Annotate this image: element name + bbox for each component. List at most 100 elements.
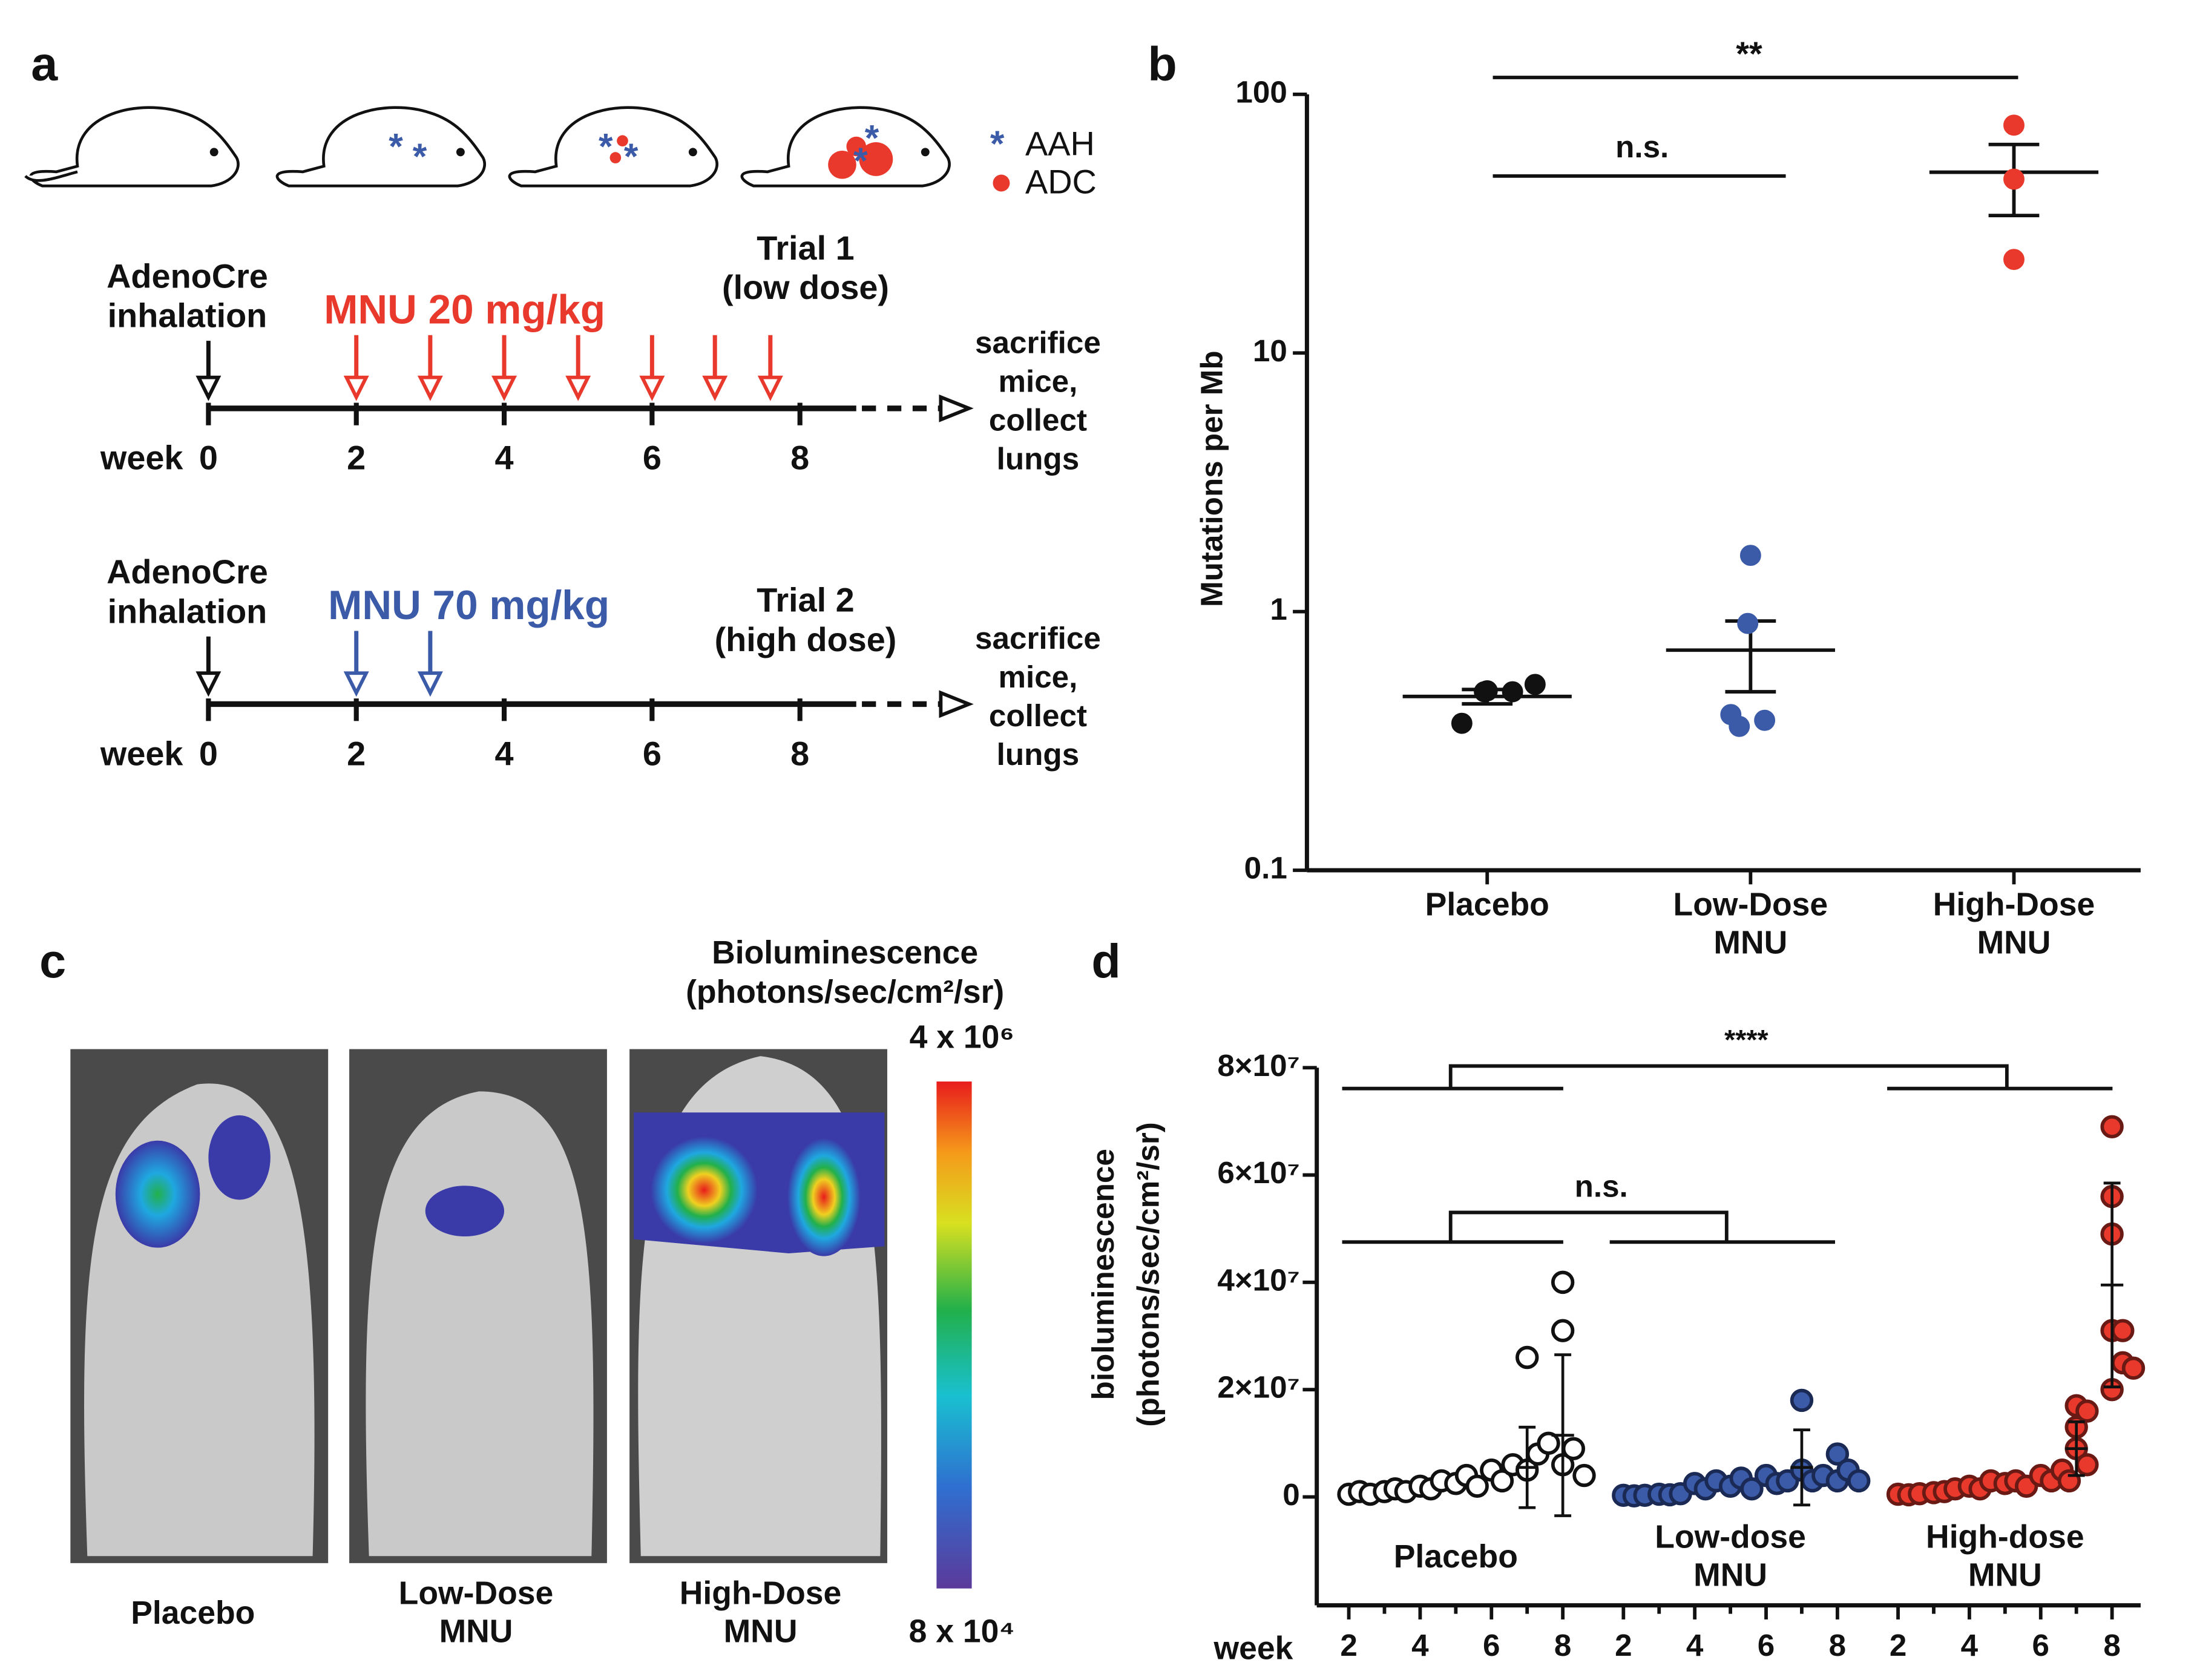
legend-label: AAH	[1025, 125, 1095, 163]
data-point	[1739, 545, 1761, 566]
x-tick-label: 2	[1615, 1628, 1632, 1662]
week-tick-label: 0	[199, 734, 218, 772]
data-point	[1502, 681, 1523, 703]
data-point	[2075, 1399, 2099, 1423]
timeline-head	[939, 690, 974, 718]
x-tick-label: 6	[1483, 1628, 1500, 1662]
data-point	[1490, 1469, 1514, 1493]
significance-label: ****	[1724, 1024, 1768, 1055]
week-label: week	[100, 734, 184, 772]
x-tick-label: MNU	[1713, 925, 1787, 960]
injection-arrow-head	[639, 375, 665, 401]
data-point	[1551, 1319, 1575, 1342]
scale-title: (photons/sec/cm²/sr)	[686, 974, 1004, 1010]
trial-title: Trial 1	[757, 229, 854, 267]
week-tick-label: 2	[347, 734, 366, 772]
injection-arrow-head	[417, 375, 443, 401]
end-label: lungs	[997, 442, 1080, 476]
data-point	[1551, 1270, 1575, 1294]
image-label: High-Dose	[680, 1576, 842, 1612]
group-label: Low-dose	[1655, 1519, 1806, 1555]
group-label: High-dose	[1926, 1519, 2084, 1555]
group-label: MNU	[1693, 1557, 1767, 1593]
x-tick-label: High-Dose	[1933, 887, 2095, 923]
trial-title: (high dose)	[715, 620, 897, 658]
x-tick-label: 2	[1340, 1628, 1357, 1662]
start-label: AdenoCre	[107, 553, 268, 591]
signal	[787, 1138, 861, 1256]
data-point	[2003, 249, 2025, 271]
data-point	[1847, 1469, 1871, 1493]
y-tick-label: 2×10⁷	[1217, 1370, 1299, 1405]
data-point	[1740, 1477, 1764, 1501]
panel-label: a	[31, 37, 58, 91]
legend-aah-mark: *	[990, 123, 1005, 164]
y-axis-title: Mutations per Mb	[1194, 350, 1229, 607]
trial-title: Trial 2	[757, 581, 854, 619]
end-label: sacrifice	[975, 326, 1101, 360]
group-label: MNU	[1968, 1557, 2042, 1593]
injection-arrow-head	[417, 671, 443, 697]
image-label: Low-Dose	[399, 1576, 554, 1612]
dose-label: MNU 70 mg/kg	[328, 583, 609, 628]
data-point	[1572, 1463, 1596, 1488]
signal	[425, 1186, 505, 1237]
data-point	[2075, 1453, 2099, 1477]
x-tick-label: 4	[1961, 1628, 1979, 1662]
aah-mark: *	[865, 117, 879, 159]
week-tick-label: 2	[347, 439, 366, 477]
significance-label: **	[1736, 34, 1762, 73]
y-tick-label: 100	[1235, 74, 1287, 109]
data-point	[2003, 168, 2025, 190]
image-label: MNU	[724, 1613, 798, 1649]
data-point	[2100, 1115, 2124, 1138]
x-tick-label: 6	[2032, 1628, 2049, 1662]
legend-label: ADC	[1025, 163, 1097, 201]
x-tick-label: 8	[1829, 1628, 1846, 1662]
injection-arrow-head	[702, 375, 728, 401]
y-axis-title: (photons/sec/cm²/sr)	[1131, 1122, 1166, 1426]
mouse	[508, 106, 718, 188]
trial-title: (low dose)	[722, 268, 889, 306]
adc-mark	[846, 136, 867, 157]
end-label: mice,	[998, 364, 1077, 399]
week-tick-label: 8	[790, 734, 809, 772]
x-tick-label: Low-Dose	[1673, 887, 1828, 923]
start-label: inhalation	[108, 297, 268, 335]
y-tick-label: 6×10⁷	[1217, 1155, 1299, 1190]
x-tick-label: 8	[2103, 1628, 2120, 1662]
injection-arrow-head	[343, 671, 369, 697]
panel-label: d	[1091, 934, 1120, 988]
x-tick-label: 6	[1758, 1628, 1775, 1662]
week-tick-label: 6	[643, 734, 662, 772]
data-point	[1562, 1437, 1586, 1460]
y-axis-title: bioluminescence	[1086, 1149, 1120, 1400]
y-tick-label: 4×10⁷	[1217, 1262, 1299, 1297]
mouse-body	[366, 1091, 594, 1557]
end-label: lungs	[997, 737, 1080, 772]
week-tick-label: 6	[643, 439, 662, 477]
adc-mark	[609, 152, 622, 163]
x-tick-label: 4	[1686, 1628, 1704, 1662]
color-scale	[936, 1081, 972, 1589]
end-label: mice,	[998, 660, 1077, 694]
image-label: Placebo	[131, 1595, 255, 1631]
end-label: collect	[989, 403, 1087, 438]
data-point	[2003, 114, 2025, 136]
lesion-icons: * * * * * * *	[389, 117, 1010, 192]
data-point	[1754, 709, 1776, 731]
group-label: Placebo	[1394, 1539, 1518, 1575]
injection-arrow-head	[565, 375, 591, 401]
x-tick-label: 4	[1411, 1628, 1429, 1662]
mouse	[740, 106, 951, 188]
aah-mark: *	[853, 140, 868, 181]
week-tick-label: 4	[495, 734, 514, 772]
week-tick-label: 4	[495, 439, 514, 477]
x-tick-label: Placebo	[1425, 887, 1549, 923]
week-label: week	[100, 439, 184, 477]
start-arrow-head	[195, 671, 222, 697]
mouse	[24, 106, 240, 188]
aah-mark: *	[389, 126, 403, 167]
data-point	[1825, 1442, 1850, 1466]
y-tick-label: 8×10⁷	[1217, 1048, 1299, 1083]
